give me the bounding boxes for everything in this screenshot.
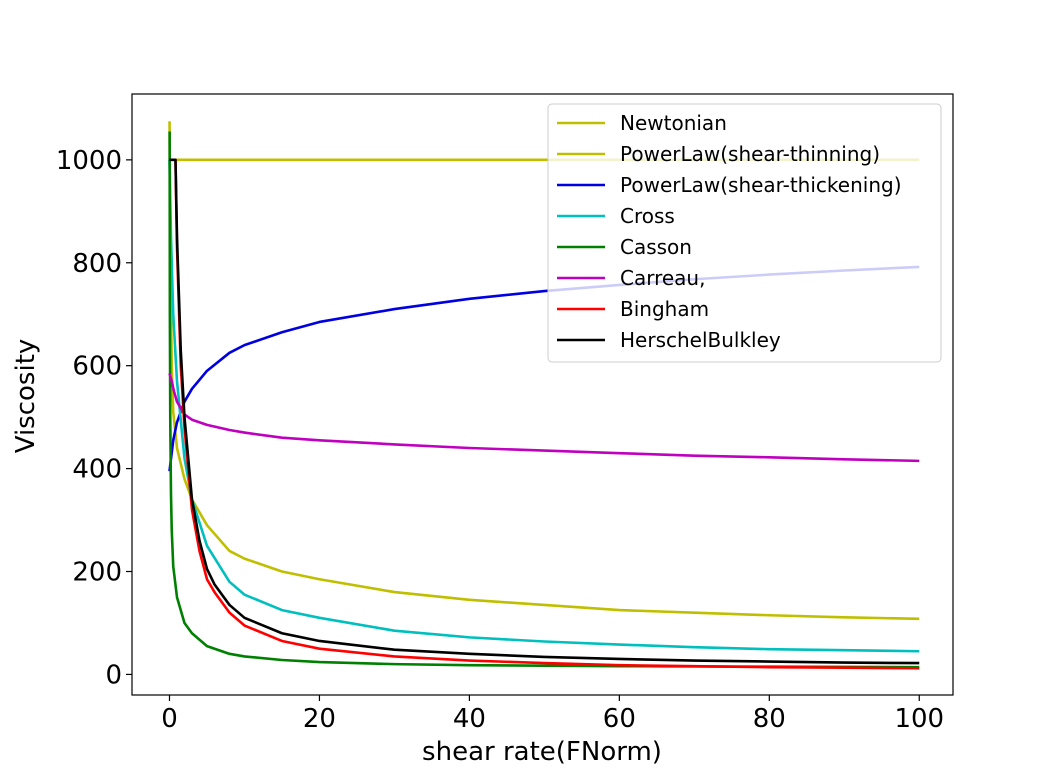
x-tick-label: 20 [303,704,336,734]
x-tick-label: 100 [894,704,944,734]
legend-label: HerschelBulkley [620,328,781,352]
x-axis-label: shear rate(FNorm) [422,737,662,767]
x-tick-label: 40 [453,704,486,734]
series-line-7 [169,158,920,665]
y-tick-label: 800 [72,249,122,279]
y-axis-label: Viscosity [11,339,41,454]
y-tick-label: 600 [72,352,122,382]
x-axis: 0 20 40 60 80 100 [161,695,944,734]
plot-frame [131,93,954,696]
series-line-5 [168,373,920,463]
y-tick-label: 200 [72,558,122,588]
x-tick-label: 0 [161,704,178,734]
y-axis: 0 200 400 600 800 1000 [56,146,132,690]
series-layer [168,121,920,670]
x-tick-label: 60 [603,704,636,734]
legend: Newtonian PowerLaw(shear-thinning) PowerLa… [547,103,942,363]
y-tick-label: 0 [105,660,122,690]
series-line-3 [168,159,920,653]
legend-label: Casson [620,235,692,259]
series-line-4 [168,131,920,669]
legend-label: Newtonian [620,111,727,135]
y-tick-label: 400 [72,455,122,485]
y-tick-label: 1000 [56,146,122,176]
legend-label: Bingham [620,297,709,321]
legend-label: PowerLaw(shear-thinning) [620,142,880,166]
legend-label: Cross [620,204,675,228]
legend-label: PowerLaw(shear-thickening) [620,173,902,197]
legend-label: Carreau, [620,266,705,290]
x-tick-label: 80 [753,704,786,734]
legend-box [547,103,942,363]
